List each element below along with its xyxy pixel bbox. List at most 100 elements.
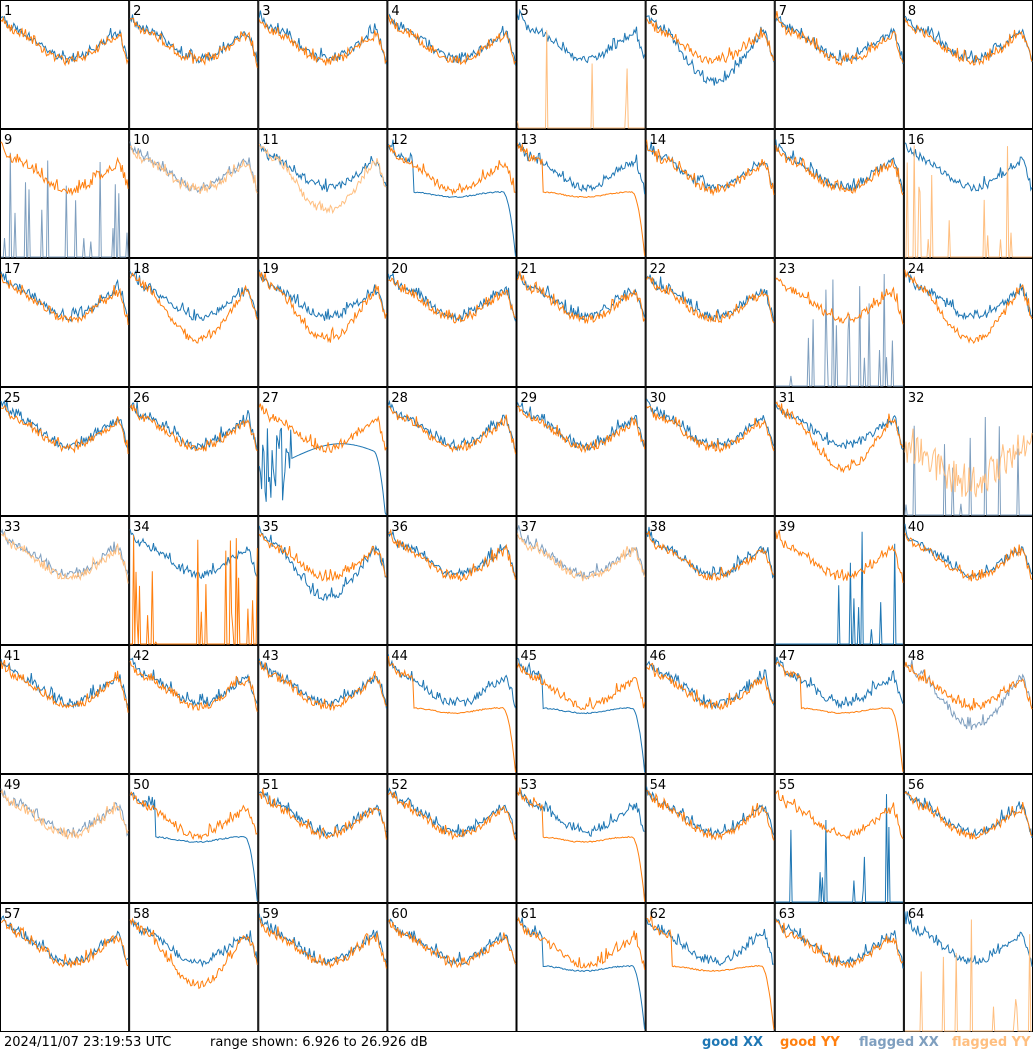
panel-frame <box>645 0 775 129</box>
panel-50-xx-line <box>129 791 258 902</box>
panel-9-yy-line <box>0 141 129 197</box>
panel-3-yy-line <box>258 19 387 66</box>
panel-label: 59 <box>262 907 279 922</box>
panel-51: 51 <box>258 774 388 903</box>
panel-39: 39 <box>774 516 904 645</box>
panel-18-yy-line <box>129 272 258 344</box>
panel-label: 46 <box>650 649 667 664</box>
panel-48-yy-line <box>904 661 1033 712</box>
panel-7: 7 <box>774 0 904 129</box>
panel-46: 46 <box>645 645 775 774</box>
panel-frame <box>0 258 130 387</box>
panel-41: 41 <box>0 645 130 774</box>
panel-label: 42 <box>133 649 150 664</box>
panel-3-xx-line <box>258 10 387 65</box>
panel-label: 40 <box>908 520 925 535</box>
panel-21: 21 <box>516 258 646 387</box>
panel-14-yy-line <box>646 139 775 197</box>
panel-frame <box>645 387 775 516</box>
panel-64: 64 <box>903 903 1033 1032</box>
panel-frame <box>774 387 904 516</box>
panel-57-yy-line <box>0 919 129 968</box>
panel-frame <box>387 516 517 645</box>
panel-frame <box>645 516 775 645</box>
panel-25: 25 <box>0 387 130 516</box>
panel-2-yy-line <box>129 17 258 68</box>
panel-24-xx-line <box>904 271 1033 321</box>
panel-label: 51 <box>262 778 279 793</box>
panel-label: 47 <box>779 649 796 664</box>
panel-label: 12 <box>391 133 408 148</box>
panel-35: 35 <box>258 516 388 645</box>
panel-label: 6 <box>650 4 658 19</box>
panel-frame <box>903 645 1033 774</box>
panel-24: 24 <box>903 258 1033 387</box>
panel-64-xx-line <box>904 911 1033 967</box>
panel-29-xx-line <box>517 402 645 452</box>
panel-58-xx-line <box>129 919 258 968</box>
panel-34-yy-line <box>130 535 258 645</box>
panel-frame <box>0 0 130 129</box>
panel-label: 2 <box>133 4 141 19</box>
panel-frame <box>0 129 130 258</box>
panel-frame <box>129 129 259 258</box>
panel-13: 13 <box>516 129 646 258</box>
panel-48: 48 <box>903 645 1033 774</box>
panel-frame <box>258 0 388 129</box>
panel-61-xx-line <box>517 917 646 1030</box>
panel-frame <box>903 258 1033 387</box>
panel-6: 6 <box>645 0 775 129</box>
panel-45-yy-line <box>517 662 646 710</box>
panel-4: 4 <box>387 0 517 129</box>
panel-48-xx-line <box>904 659 1033 731</box>
panel-label: 26 <box>133 391 150 406</box>
panel-label: 1 <box>4 4 12 19</box>
panel-label: 11 <box>262 133 279 148</box>
panel-21-yy-line <box>517 271 646 325</box>
panel-frame <box>258 258 388 387</box>
panel-47-xx-line <box>775 656 904 710</box>
panel-50: 50 <box>129 774 259 903</box>
panel-53-xx-line <box>517 789 645 837</box>
panel-14-xx-line <box>646 141 775 193</box>
panel-label: 29 <box>521 391 538 406</box>
panel-frame <box>903 0 1033 129</box>
panel-42-yy-line <box>129 660 258 712</box>
panel-label: 62 <box>650 907 667 922</box>
panel-50-yy-line <box>129 791 258 841</box>
panel-label: 44 <box>391 649 408 664</box>
panel-13-yy-line <box>517 143 646 256</box>
panel-23-xx-line <box>775 273 903 387</box>
panel-57: 57 <box>0 903 130 1032</box>
panel-5: 5 <box>516 0 646 129</box>
panel-frame <box>774 903 904 1032</box>
panel-54: 54 <box>645 774 775 903</box>
panel-frame <box>903 516 1033 645</box>
panel-29-yy-line <box>517 405 646 454</box>
panel-25-yy-line <box>0 405 129 454</box>
panel-16-xx-line <box>904 142 1033 192</box>
panel-36-xx-line <box>387 529 516 578</box>
panel-30: 30 <box>645 387 775 516</box>
panel-frame <box>0 774 130 903</box>
panel-16: 16 <box>903 129 1033 258</box>
panel-11: 11 <box>258 129 388 258</box>
panel-39-yy-line <box>775 529 904 583</box>
panel-20: 20 <box>387 258 517 387</box>
panel-label: 37 <box>521 520 538 535</box>
panel-10-yy-line <box>129 145 258 195</box>
panel-label: 18 <box>133 262 150 277</box>
panel-frame <box>129 258 259 387</box>
panel-13-xx-line <box>517 141 646 195</box>
panel-label: 7 <box>779 4 787 19</box>
panel-label: 56 <box>908 778 925 793</box>
panel-frame <box>516 645 646 774</box>
panel-label: 14 <box>650 133 667 148</box>
panel-label: 36 <box>391 520 408 535</box>
panel-61: 61 <box>516 903 646 1032</box>
panel-frame <box>0 516 130 645</box>
panel-33: 33 <box>0 516 130 645</box>
panel-frame <box>387 903 517 1032</box>
panel-label: 50 <box>133 778 150 793</box>
panel-8-yy-line <box>904 18 1033 66</box>
